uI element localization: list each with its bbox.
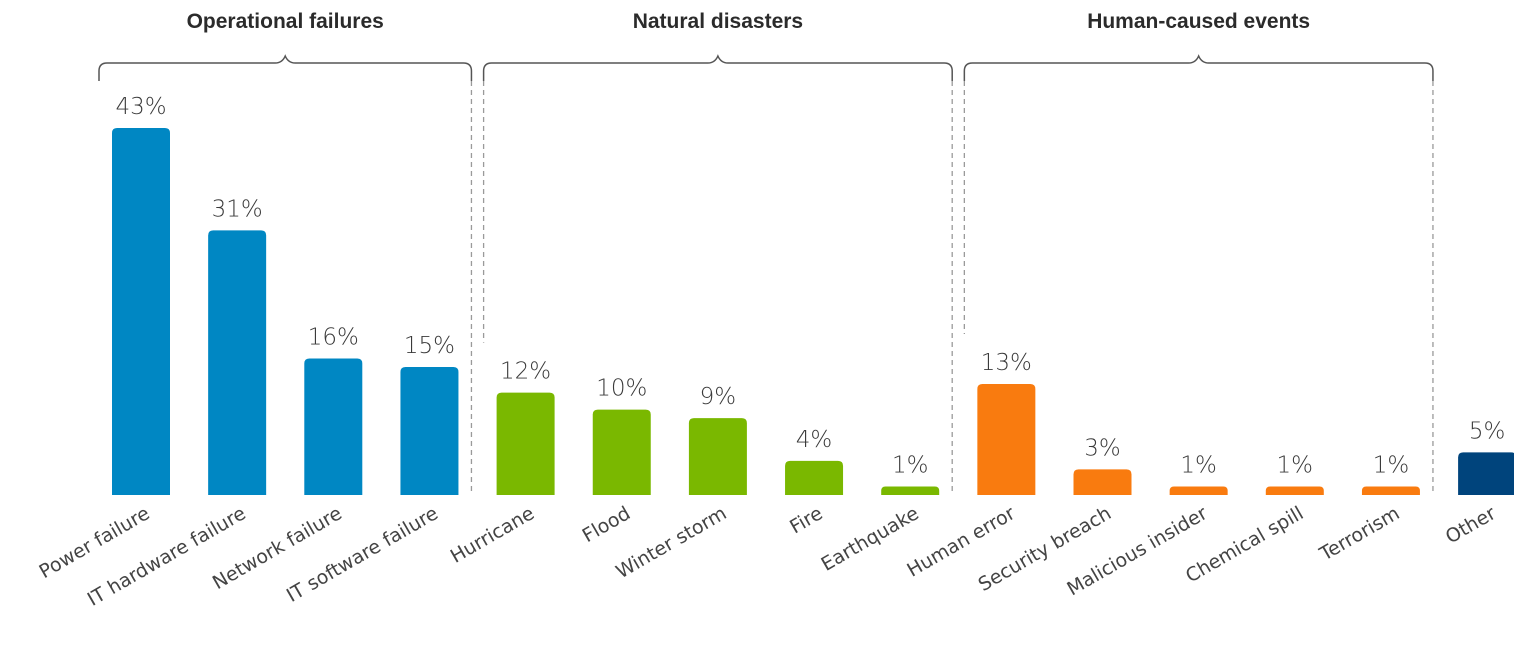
category-label-it-hardware-failure: IT hardware failure bbox=[84, 502, 250, 610]
bars bbox=[112, 128, 1514, 495]
bar-fire bbox=[785, 460, 844, 495]
bar-winter-storm bbox=[688, 418, 747, 495]
bar-chemical-spill bbox=[1265, 486, 1324, 495]
bar-human-error bbox=[977, 384, 1036, 495]
value-labels: 43% 31% 16% 15% 12% 10% 9% 4% 1% 13% 3% 1% 1% 1% 5% bbox=[115, 94, 1505, 478]
bar-flood bbox=[592, 409, 651, 495]
bar-power-failure bbox=[112, 128, 170, 495]
value-label-network-failure: 16% bbox=[308, 324, 359, 350]
value-label-hurricane: 12% bbox=[500, 359, 551, 385]
value-label-flood: 10% bbox=[596, 376, 647, 402]
value-label-terrorism: 1% bbox=[1373, 452, 1410, 478]
value-label-human-error: 13% bbox=[981, 350, 1032, 376]
value-label-earthquake: 1% bbox=[892, 452, 929, 478]
bar-it-software-failure bbox=[400, 366, 459, 495]
value-label-it-software-failure: 15% bbox=[404, 333, 455, 359]
group-label-operational-failures: Operational failures bbox=[187, 10, 384, 33]
value-label-power-failure: 43% bbox=[115, 94, 166, 120]
bracket-natural-disasters bbox=[482, 54, 953, 81]
value-label-other: 5% bbox=[1469, 418, 1506, 444]
category-label-flood: Flood bbox=[579, 502, 635, 547]
value-label-it-hardware-failure: 31% bbox=[212, 196, 263, 222]
group-label-natural-disasters: Natural disasters bbox=[633, 10, 803, 33]
group-label-human-caused-events: Human-caused events bbox=[1087, 10, 1310, 33]
bar-other bbox=[1458, 452, 1514, 495]
bar-it-hardware-failure bbox=[208, 230, 267, 495]
bar-security-breach bbox=[1073, 469, 1132, 495]
bar-hurricane bbox=[496, 392, 555, 495]
category-label-fire: Fire bbox=[786, 502, 826, 538]
bar-network-failure bbox=[304, 358, 363, 495]
bracket-operational-failures bbox=[98, 54, 473, 81]
bar-malicious-insider bbox=[1169, 486, 1228, 495]
value-label-security-breach: 3% bbox=[1084, 435, 1121, 461]
group-brackets bbox=[98, 54, 1434, 495]
bracket-human-caused-events bbox=[963, 54, 1434, 81]
bar-earthquake bbox=[881, 486, 940, 495]
group-labels: Operational failures Natural disasters Hum… bbox=[187, 10, 1311, 33]
value-label-chemical-spill: 1% bbox=[1277, 452, 1314, 478]
value-label-winter-storm: 9% bbox=[700, 384, 737, 410]
bar-terrorism bbox=[1361, 486, 1420, 495]
category-label-other: Other bbox=[1442, 502, 1500, 548]
value-label-malicious-insider: 1% bbox=[1180, 452, 1217, 478]
category-label-terrorism: Terrorism bbox=[1315, 502, 1403, 566]
category-label-hurricane: Hurricane bbox=[447, 502, 538, 567]
value-label-fire: 4% bbox=[796, 427, 833, 453]
